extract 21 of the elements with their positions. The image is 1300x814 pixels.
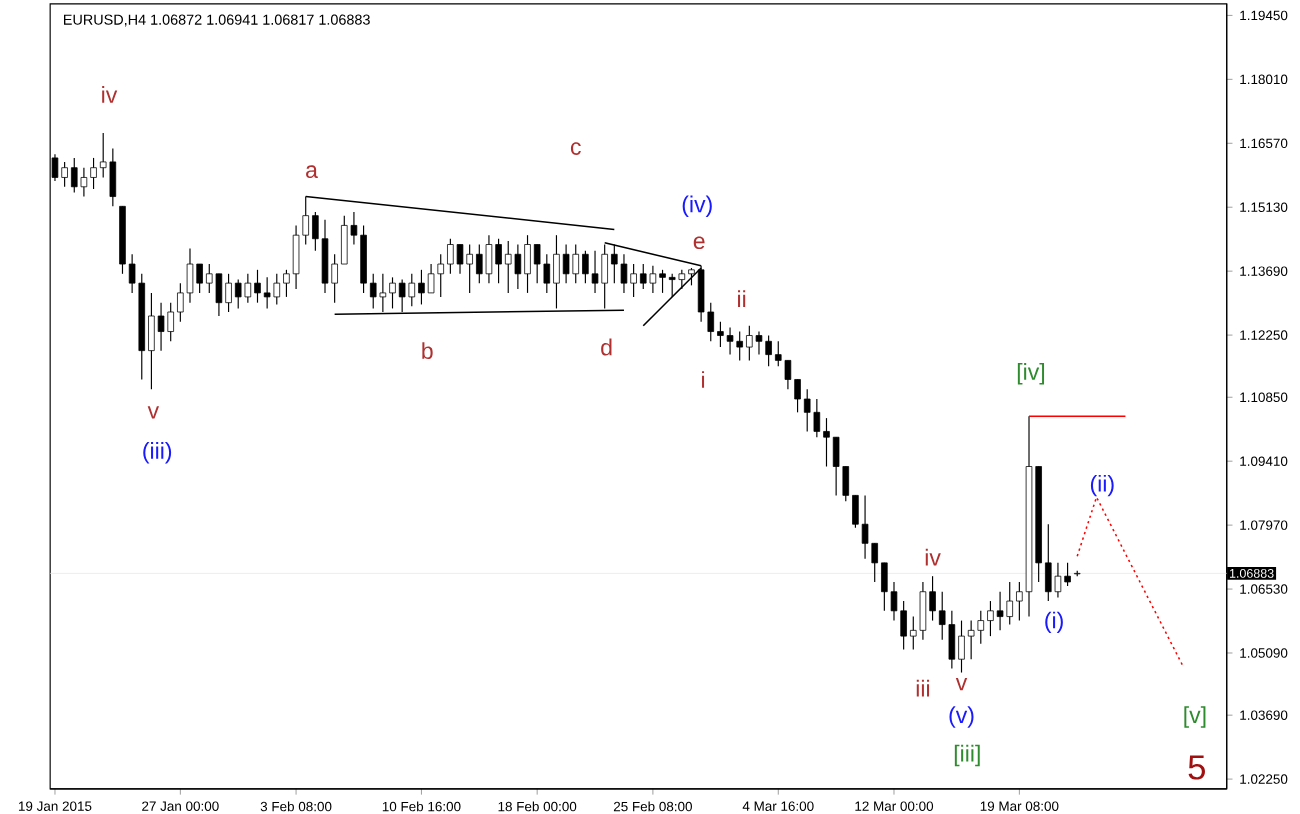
annotation: (v) xyxy=(949,706,974,728)
annotation: c xyxy=(570,142,581,155)
annotation: [iii] xyxy=(954,744,980,767)
annotation: a xyxy=(306,165,318,179)
annotation: v xyxy=(955,678,968,691)
annotation: [v] xyxy=(1184,706,1206,728)
annotation: b xyxy=(422,342,433,360)
annotation: iv xyxy=(102,86,118,103)
annotation: iii xyxy=(916,679,930,697)
annotation: 5 xyxy=(1188,755,1205,780)
annotation: (iii) xyxy=(143,442,172,464)
annotation: i xyxy=(702,371,705,388)
annotation: (ii) xyxy=(1090,474,1114,497)
annotation: d xyxy=(601,338,612,356)
annotation: [iv] xyxy=(1017,363,1045,385)
annotation: ii xyxy=(738,290,746,308)
annotation: (i) xyxy=(1045,611,1063,634)
annotation: v xyxy=(147,406,160,419)
annotation: iv xyxy=(925,548,941,566)
annotation: e xyxy=(693,236,705,250)
annotation: (iv) xyxy=(682,195,712,218)
